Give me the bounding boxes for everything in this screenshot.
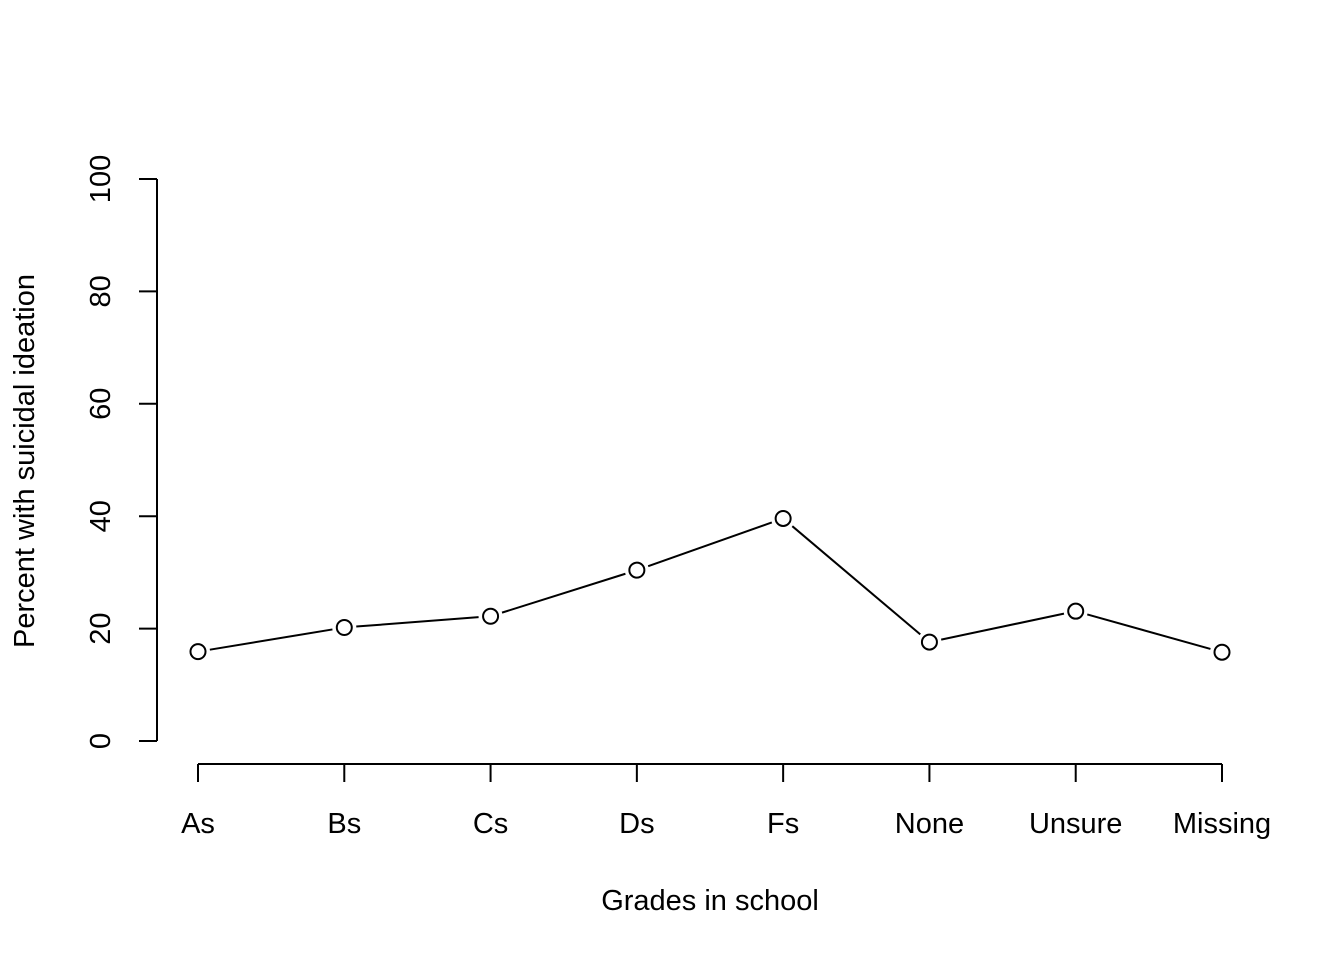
series-segment [209,628,333,651]
y-axis-title: Percent with suicidal ideation [9,274,41,648]
data-point-unsure [1067,602,1085,620]
x-tick-label: Unsure [1029,808,1123,840]
series-segment [791,525,921,636]
data-point-ds [628,561,646,579]
series-segment [1086,613,1211,650]
y-tick-label: 40 [85,500,117,532]
data-point-cs [482,607,500,625]
series-segment [647,521,773,568]
x-axis: As Bs Cs Ds Fs None Unsure Missing [181,763,1271,840]
series-segment [356,616,479,628]
x-tick-label: None [895,808,964,840]
series-segment [940,612,1065,641]
data-point-fs [774,509,792,527]
data-point-as [189,643,207,661]
y-tick-label: 100 [85,155,117,203]
x-tick-label: Bs [327,808,361,840]
x-tick-label: Ds [619,808,654,840]
y-tick-label: 0 [85,733,117,749]
series-segment [501,572,626,614]
y-tick-label: 80 [85,275,117,307]
x-tick-label: Cs [473,808,508,840]
y-axis: 0 20 40 60 80 100 [85,155,158,749]
data-series [189,509,1231,661]
y-tick-label: 60 [85,388,117,420]
data-point-none [920,633,938,651]
x-tick-label: As [181,808,215,840]
x-tick-label: Missing [1173,808,1271,840]
x-axis-title: Grades in school [601,885,819,917]
data-point-bs [335,618,353,636]
data-point-missing [1213,643,1231,661]
x-tick-label: Fs [767,808,799,840]
y-tick-label: 20 [85,612,117,644]
